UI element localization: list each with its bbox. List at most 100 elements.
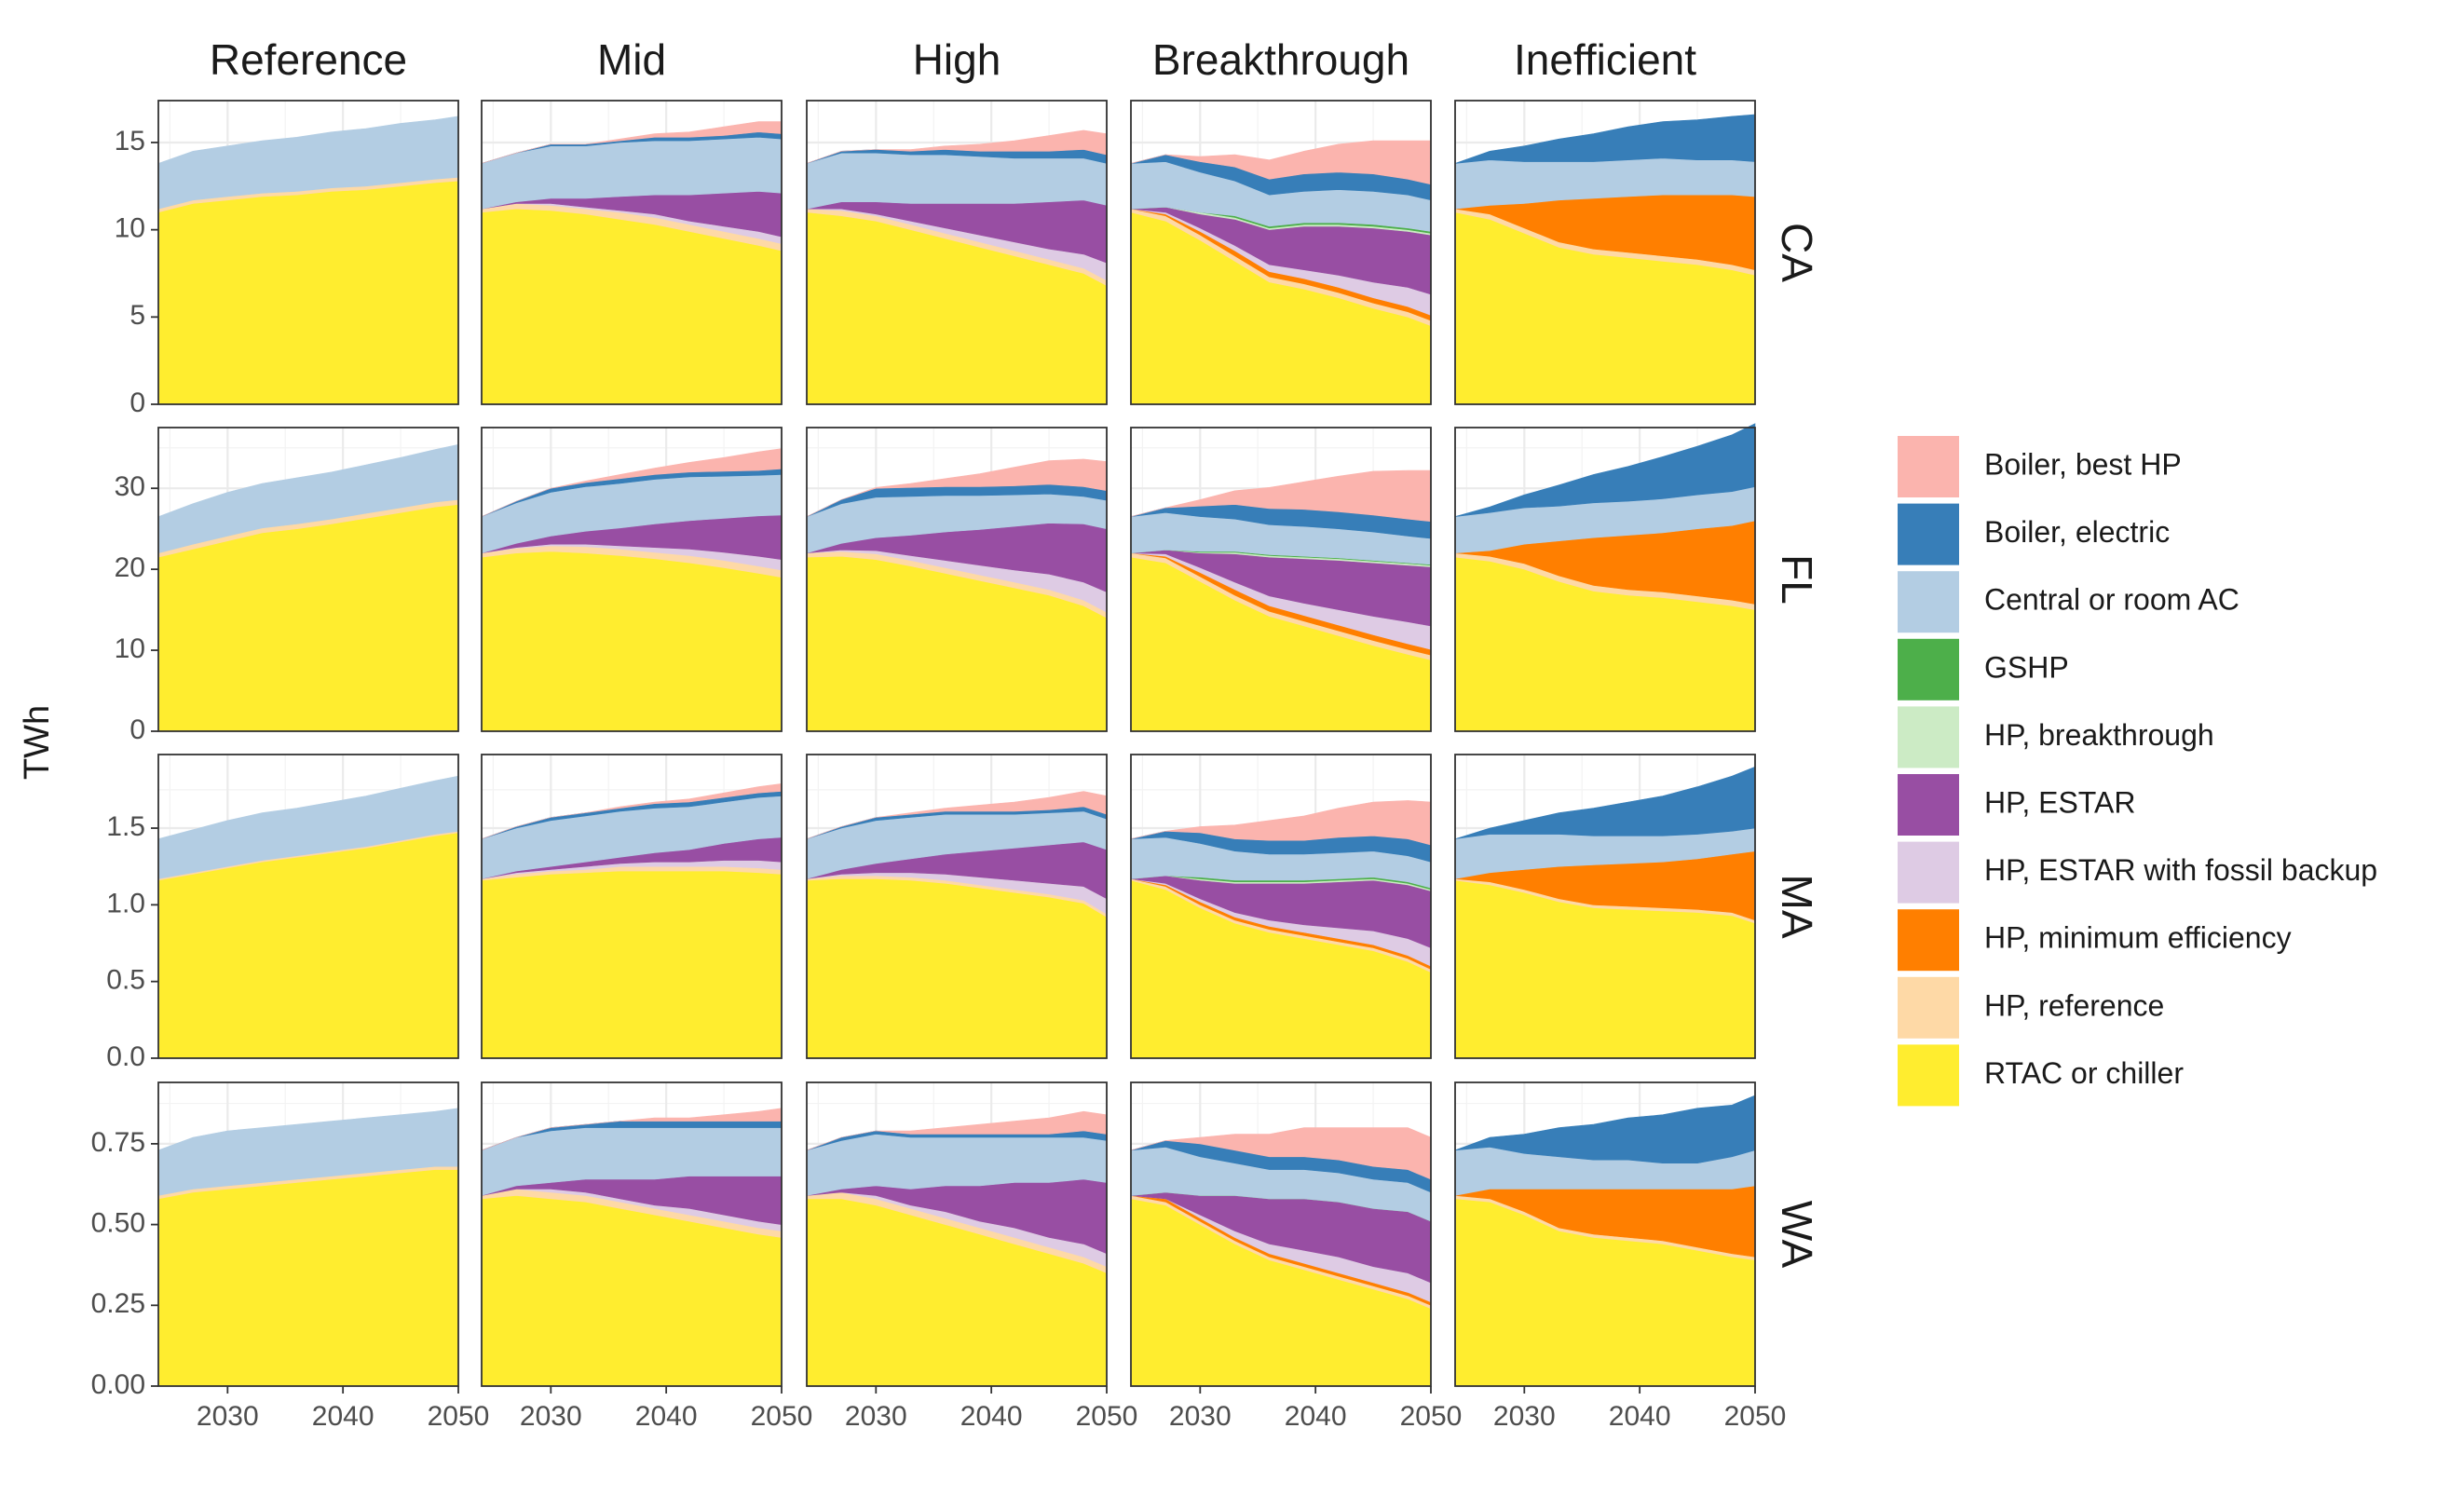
area-rtac-or-chiller [157, 1169, 459, 1387]
y-tick-label-ma: 0.0 [106, 1041, 145, 1072]
legend-label-hp-reference: HP, reference [1984, 988, 2164, 1022]
row-strip-fl: FL [1773, 554, 1821, 605]
x-tick-label: 2030 [1493, 1401, 1556, 1432]
legend-key-gshp [1898, 638, 1959, 700]
y-tick-label-ma: 1.0 [106, 888, 145, 918]
column-strip-breakthrough: Breakthrough [1152, 35, 1409, 84]
panel-ma-reference [157, 754, 460, 1060]
x-tick-label: 2040 [1609, 1401, 1671, 1432]
y-tick-label-wa: 0.00 [91, 1369, 145, 1400]
legend-label-boiler-best-hp: Boiler, best HP [1984, 447, 2182, 481]
panel-wa-mid [481, 1081, 783, 1388]
panel-border [157, 427, 459, 732]
panel-border [806, 100, 1108, 405]
x-tick-label: 2050 [428, 1401, 490, 1432]
y-tick-label-ca: 15 [115, 126, 145, 156]
row-strip-wa: WA [1773, 1201, 1821, 1269]
panel-fl-breakthrough [1130, 427, 1433, 733]
panel-ma-mid [481, 754, 783, 1060]
legend-key-hp-breakthrough [1898, 706, 1959, 768]
x-tick-label: 2030 [197, 1401, 259, 1432]
panel-ma-breakthrough [1130, 754, 1433, 1060]
y-axis-title: TWh [18, 705, 57, 780]
area-rtac-or-chiller [481, 551, 783, 732]
panel-border [1130, 754, 1432, 1059]
panel-border [157, 754, 459, 1059]
x-tick-label: 2030 [845, 1401, 907, 1432]
y-tick-label-wa: 0.50 [91, 1208, 145, 1239]
panel-ma-high [806, 754, 1109, 1060]
panel-border [806, 427, 1108, 732]
y-tick-label-ca: 0 [129, 388, 145, 418]
y-tick-label-ma: 0.5 [106, 965, 145, 996]
x-tick-label: 2040 [635, 1401, 698, 1432]
panel-border [157, 100, 459, 405]
panel-ca-mid [481, 100, 783, 406]
column-strip-reference: Reference [210, 35, 407, 84]
x-tick-label: 2030 [1169, 1401, 1232, 1432]
row-strip-ma: MA [1773, 875, 1821, 939]
area-rtac-or-chiller [481, 870, 783, 1059]
y-tick-label-ma: 1.5 [106, 811, 145, 842]
x-tick-label: 2040 [960, 1401, 1023, 1432]
panel-ma-inefficient [1454, 754, 1757, 1060]
y-tick-label-ca: 5 [129, 300, 145, 331]
legend-label-hp-breakthrough: HP, breakthrough [1984, 718, 2214, 752]
x-tick-label: 2050 [1076, 1401, 1138, 1432]
x-tick-label: 2030 [520, 1401, 582, 1432]
legend-key-hp-estar-with-fossil-backup [1898, 841, 1959, 904]
panel-ca-breakthrough [1130, 100, 1433, 406]
panel-border [806, 754, 1108, 1059]
panel-border [1454, 754, 1756, 1059]
y-tick-label-fl: 10 [115, 633, 145, 664]
area-rtac-or-chiller [806, 878, 1108, 1059]
panel-border [1454, 100, 1756, 405]
x-tick-label: 2050 [1724, 1401, 1787, 1432]
legend: Boiler, best HP Boiler, electric Central o… [1898, 436, 2377, 1107]
y-tick-label-fl: 20 [115, 552, 145, 583]
column-strip-inefficient: Inefficient [1514, 35, 1696, 84]
legend-label-rtac-or-chiller: RTAC or chiller [1984, 1056, 2184, 1090]
panel-wa-breakthrough [1130, 1081, 1433, 1388]
panel-fl-inefficient [1454, 423, 1757, 733]
x-tick-label: 2050 [1400, 1401, 1463, 1432]
legend-key-boiler-electric [1898, 503, 1959, 565]
panel-border [1130, 100, 1432, 405]
legend-key-rtac-or-chiller [1898, 1044, 1959, 1107]
legend-key-central-or-room-ac [1898, 571, 1959, 633]
panel-border [481, 1081, 783, 1387]
y-tick-label-wa: 0.75 [91, 1127, 145, 1158]
panel-border [1130, 427, 1432, 732]
area-rtac-or-chiller [157, 180, 459, 405]
y-tick-label-wa: 0.25 [91, 1288, 145, 1319]
y-tick-label-ca: 10 [115, 213, 145, 244]
legend-key-hp-estar [1898, 774, 1959, 836]
y-tick-label-fl: 30 [115, 471, 145, 502]
column-strip-high: High [913, 35, 1001, 84]
legend-label-hp-minimum-efficiency: HP, minimum efficiency [1984, 921, 2292, 955]
legend-label-central-or-room-ac: Central or room AC [1984, 583, 2239, 617]
y-tick-label-fl: 0 [129, 714, 145, 745]
legend-key-hp-minimum-efficiency [1898, 909, 1959, 972]
panel-fl-mid [481, 427, 783, 733]
panel-border [481, 427, 783, 732]
x-tick-label: 2040 [312, 1401, 374, 1432]
panel-wa-high [806, 1081, 1109, 1388]
panel-border [481, 754, 783, 1059]
panel-wa-reference [157, 1081, 460, 1388]
legend-label-hp-estar-with-fossil-backup: HP, ESTAR with fossil backup [1984, 853, 2377, 887]
panel-border [481, 100, 783, 405]
x-tick-label: 2050 [751, 1401, 813, 1432]
panel-fl-high [806, 427, 1109, 733]
panel-border [157, 1081, 459, 1387]
column-strip-mid: Mid [597, 35, 666, 84]
area-central-or-room-ac [806, 152, 1108, 210]
panel-ca-reference [157, 100, 460, 406]
row-strip-ca: CA [1773, 223, 1821, 282]
legend-label-boiler-electric: Boiler, electric [1984, 515, 2170, 549]
panel-border [1454, 427, 1756, 732]
panel-fl-reference [157, 427, 460, 733]
panel-border [1130, 1081, 1432, 1387]
legend-label-hp-estar: HP, ESTAR [1984, 785, 2135, 819]
